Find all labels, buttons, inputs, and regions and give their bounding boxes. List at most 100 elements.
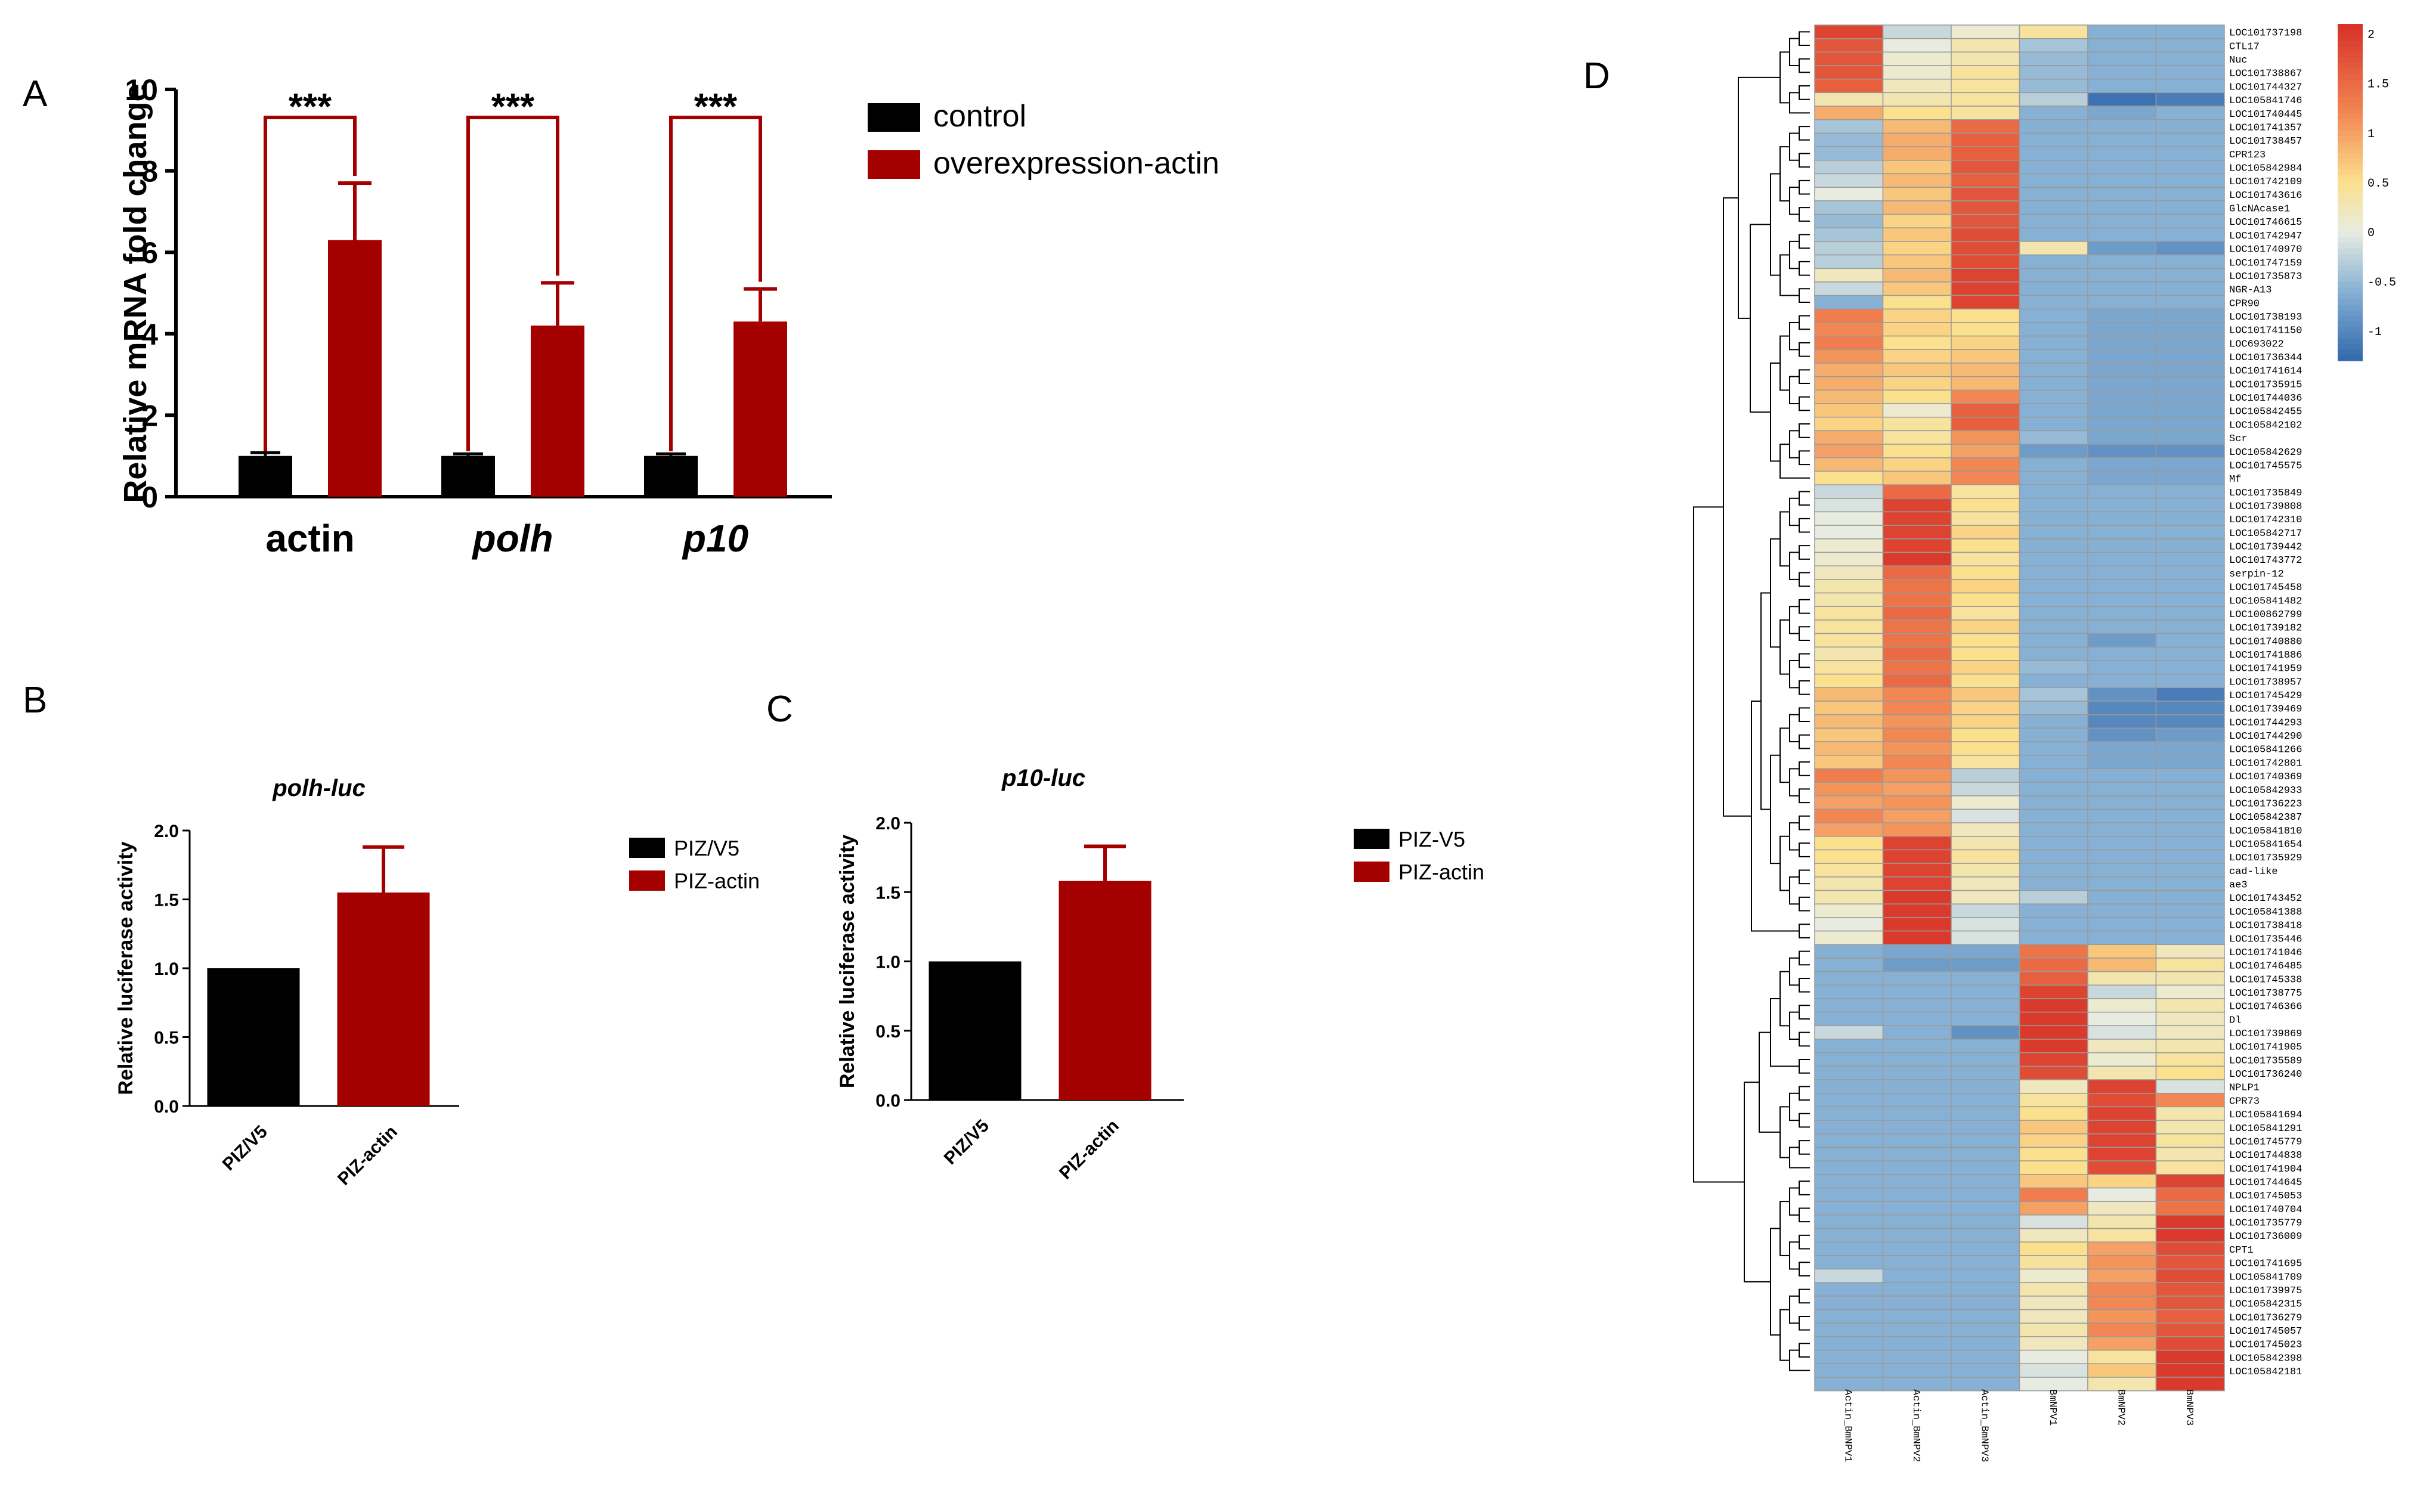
colorbar-segment — [2338, 159, 2363, 165]
heatmap-cell — [1814, 984, 1884, 999]
gene-label: LOC105842717 — [2229, 528, 2302, 540]
gene-label: LOC105841709 — [2229, 1272, 2302, 1283]
heatmap-cell — [1951, 1052, 2020, 1067]
heatmap-cell — [1882, 849, 1952, 864]
heatmap-cell — [1882, 1079, 1952, 1094]
heatmap-cell — [2019, 511, 2088, 526]
dendrogram-branch — [1789, 1011, 1799, 1040]
heatmap-cell — [1951, 65, 2020, 80]
gene-label: LOC100862799 — [2229, 609, 2302, 621]
colorbar-segment — [2338, 169, 2363, 176]
heatmap-cell — [2087, 1106, 2157, 1121]
heatmap-cell — [1882, 389, 1952, 404]
heatmap-cell — [1882, 754, 1952, 770]
colorbar-segment — [2338, 231, 2363, 238]
heatmap-cell — [2087, 484, 2157, 499]
gene-label: LOC101745057 — [2229, 1326, 2302, 1337]
heatmap-cell — [1951, 1160, 2020, 1175]
dendrogram-branch — [1799, 31, 1810, 47]
colorbar-segment — [2338, 74, 2363, 80]
heatmap-cell — [1951, 836, 2020, 851]
dendrogram-branch — [1789, 430, 1799, 458]
heatmap-cell — [2019, 944, 2088, 959]
gene-label: LOC105841291 — [2229, 1123, 2302, 1135]
heatmap-cell — [1814, 511, 1884, 526]
heatmap-cell — [2019, 592, 2088, 607]
heatmap-cell — [1814, 146, 1884, 161]
heatmap-cell — [2087, 416, 2157, 432]
heatmap-cell — [2019, 538, 2088, 553]
heatmap-cell — [2087, 1039, 2157, 1054]
heatmap-cell — [2019, 525, 2088, 540]
dendrogram-branch — [1779, 619, 1790, 675]
colorbar-segment — [2338, 108, 2363, 114]
colorbar-tick-label: 0 — [2367, 227, 2375, 240]
heatmap-cell — [1951, 1214, 2020, 1229]
heatmap-cell — [1814, 1106, 1884, 1121]
heatmap-cell — [2155, 714, 2225, 729]
heatmap-cell — [2087, 1255, 2157, 1270]
gene-label: LOC105841266 — [2229, 745, 2302, 756]
heatmap-cell — [1882, 822, 1952, 837]
heatmap-cell — [1814, 1011, 1884, 1027]
gene-label: LOC101741150 — [2229, 326, 2302, 337]
gene-label: LOC101745779 — [2229, 1136, 2302, 1148]
panel-label-c: C — [766, 689, 793, 730]
heatmap-cell — [1814, 213, 1884, 228]
dendrogram-branch — [1779, 727, 1790, 783]
dendrogram-branch — [1799, 179, 1810, 195]
heatmap-cell — [2155, 1120, 2225, 1135]
heatmap-cell — [2019, 958, 2088, 972]
heatmap-cell — [1814, 376, 1884, 391]
heatmap-cell — [1951, 281, 2020, 296]
heatmap-cell — [1951, 416, 2020, 432]
heatmap-cell — [1951, 106, 2020, 120]
dendrogram-branch — [1770, 997, 1799, 1067]
heatmap-cell — [1814, 971, 1884, 986]
heatmap-cell — [1951, 1296, 2020, 1310]
heatmap-cell — [2155, 998, 2225, 1013]
gene-label: LOC101741905 — [2229, 1042, 2302, 1054]
gene-label: NGR-A13 — [2229, 285, 2271, 296]
colorbar-segment — [2338, 315, 2363, 322]
heatmap-cell — [1882, 646, 1952, 661]
heatmap-cell — [2155, 836, 2225, 851]
colorbar-segment — [2338, 85, 2363, 92]
heatmap-cell — [1882, 538, 1952, 553]
heatmap-cell — [2155, 1174, 2225, 1189]
heatmap-cell — [2019, 646, 2088, 661]
heatmap-cell — [2019, 308, 2088, 323]
heatmap-cell — [1882, 1065, 1952, 1080]
heatmap-cell — [2155, 1039, 2225, 1054]
dendrogram-branch — [1799, 315, 1810, 330]
heatmap-cell — [2019, 1349, 2088, 1365]
dendrogram-branch — [1744, 1082, 1771, 1282]
heatmap-cell — [2019, 187, 2088, 202]
heatmap-cell — [1882, 1336, 1952, 1351]
heatmap-cell — [1951, 606, 2020, 621]
dendrogram-branch — [1799, 977, 1810, 993]
heatmap-cell — [1951, 782, 2020, 797]
heatmap-cell — [2087, 754, 2157, 770]
heatmap-cell — [2019, 444, 2088, 458]
colorbar-segment — [2338, 91, 2363, 98]
heatmap-cell — [1951, 1309, 2020, 1324]
heatmap-cell — [1814, 1363, 1884, 1378]
heatmap-cell — [1951, 254, 2020, 269]
heatmap-cell — [2019, 376, 2088, 391]
gene-label: LOC101742310 — [2229, 515, 2302, 526]
heatmap-cell — [1814, 579, 1884, 594]
heatmap-cell — [2155, 592, 2225, 607]
heatmap-cell — [2155, 1079, 2225, 1094]
gene-label: LOC105842984 — [2229, 163, 2302, 174]
heatmap-cell — [2019, 971, 2088, 986]
colorbar-segment — [2338, 259, 2363, 266]
dendrogram-branch — [1779, 511, 1790, 567]
heatmap-cell — [2155, 944, 2225, 959]
c-category-label: PIZ/V5 — [940, 1116, 993, 1169]
heatmap-cell — [1882, 470, 1952, 485]
heatmap-cell — [2087, 362, 2157, 377]
heatmap-cell — [2087, 389, 2157, 404]
heatmap-cell — [2087, 958, 2157, 972]
heatmap-cell — [2155, 1268, 2225, 1283]
